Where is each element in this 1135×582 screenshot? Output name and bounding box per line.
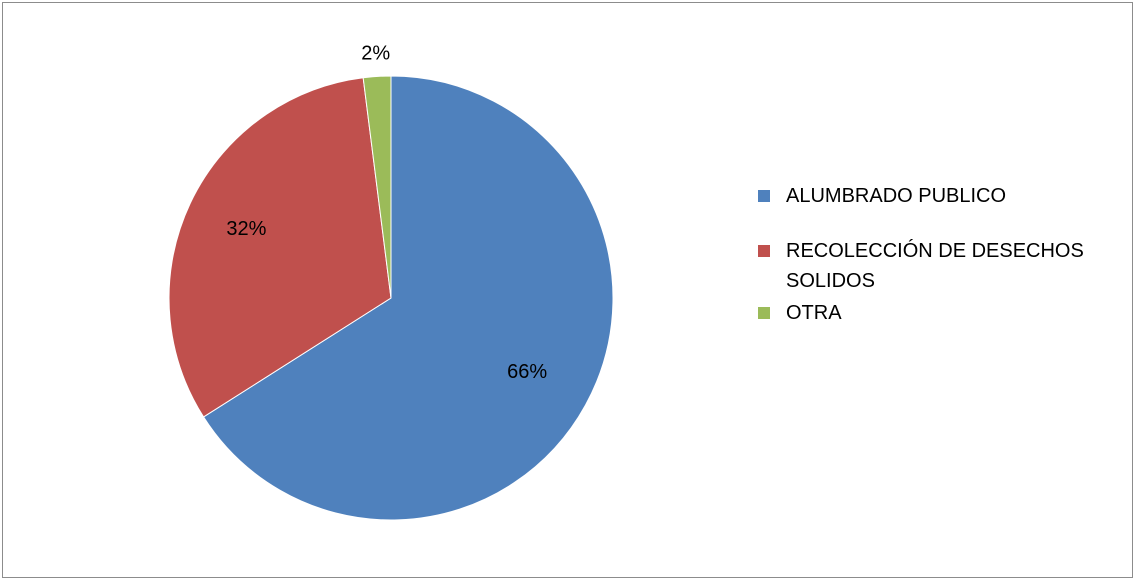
legend-label-alumbrado: ALUMBRADO PUBLICO (786, 185, 1007, 207)
legend-swatch-alumbrado (758, 190, 770, 202)
legend: ALUMBRADO PUBLICO RECOLECCIÓN DE DESECHO… (758, 181, 1130, 328)
data-label-alumbrado: 66% (507, 361, 547, 383)
legend-item-recoleccion: RECOLECCIÓN DE DESECHOS SOLIDOS (758, 236, 1130, 296)
data-labels: 66% 32% 2% (226, 43, 547, 384)
legend-swatch-otra (758, 307, 770, 319)
legend-label-recoleccion: RECOLECCIÓN DE DESECHOS SOLIDOS (786, 240, 1084, 292)
pie-chart: 66% 32% 2% (168, 43, 614, 521)
legend-item-alumbrado: ALUMBRADO PUBLICO (758, 181, 1130, 211)
pie-slice-recoleccion (168, 77, 392, 418)
pie-slice-alumbrado (202, 75, 614, 521)
data-label-recoleccion: 32% (226, 218, 266, 240)
legend-swatch-recoleccion (758, 245, 770, 257)
pie-slice-otra (362, 75, 392, 299)
legend-label-otra: OTRA (786, 302, 842, 324)
pie-slices (168, 75, 614, 521)
legend-item-otra: OTRA (758, 298, 1130, 328)
data-label-otra: 2% (361, 43, 390, 65)
